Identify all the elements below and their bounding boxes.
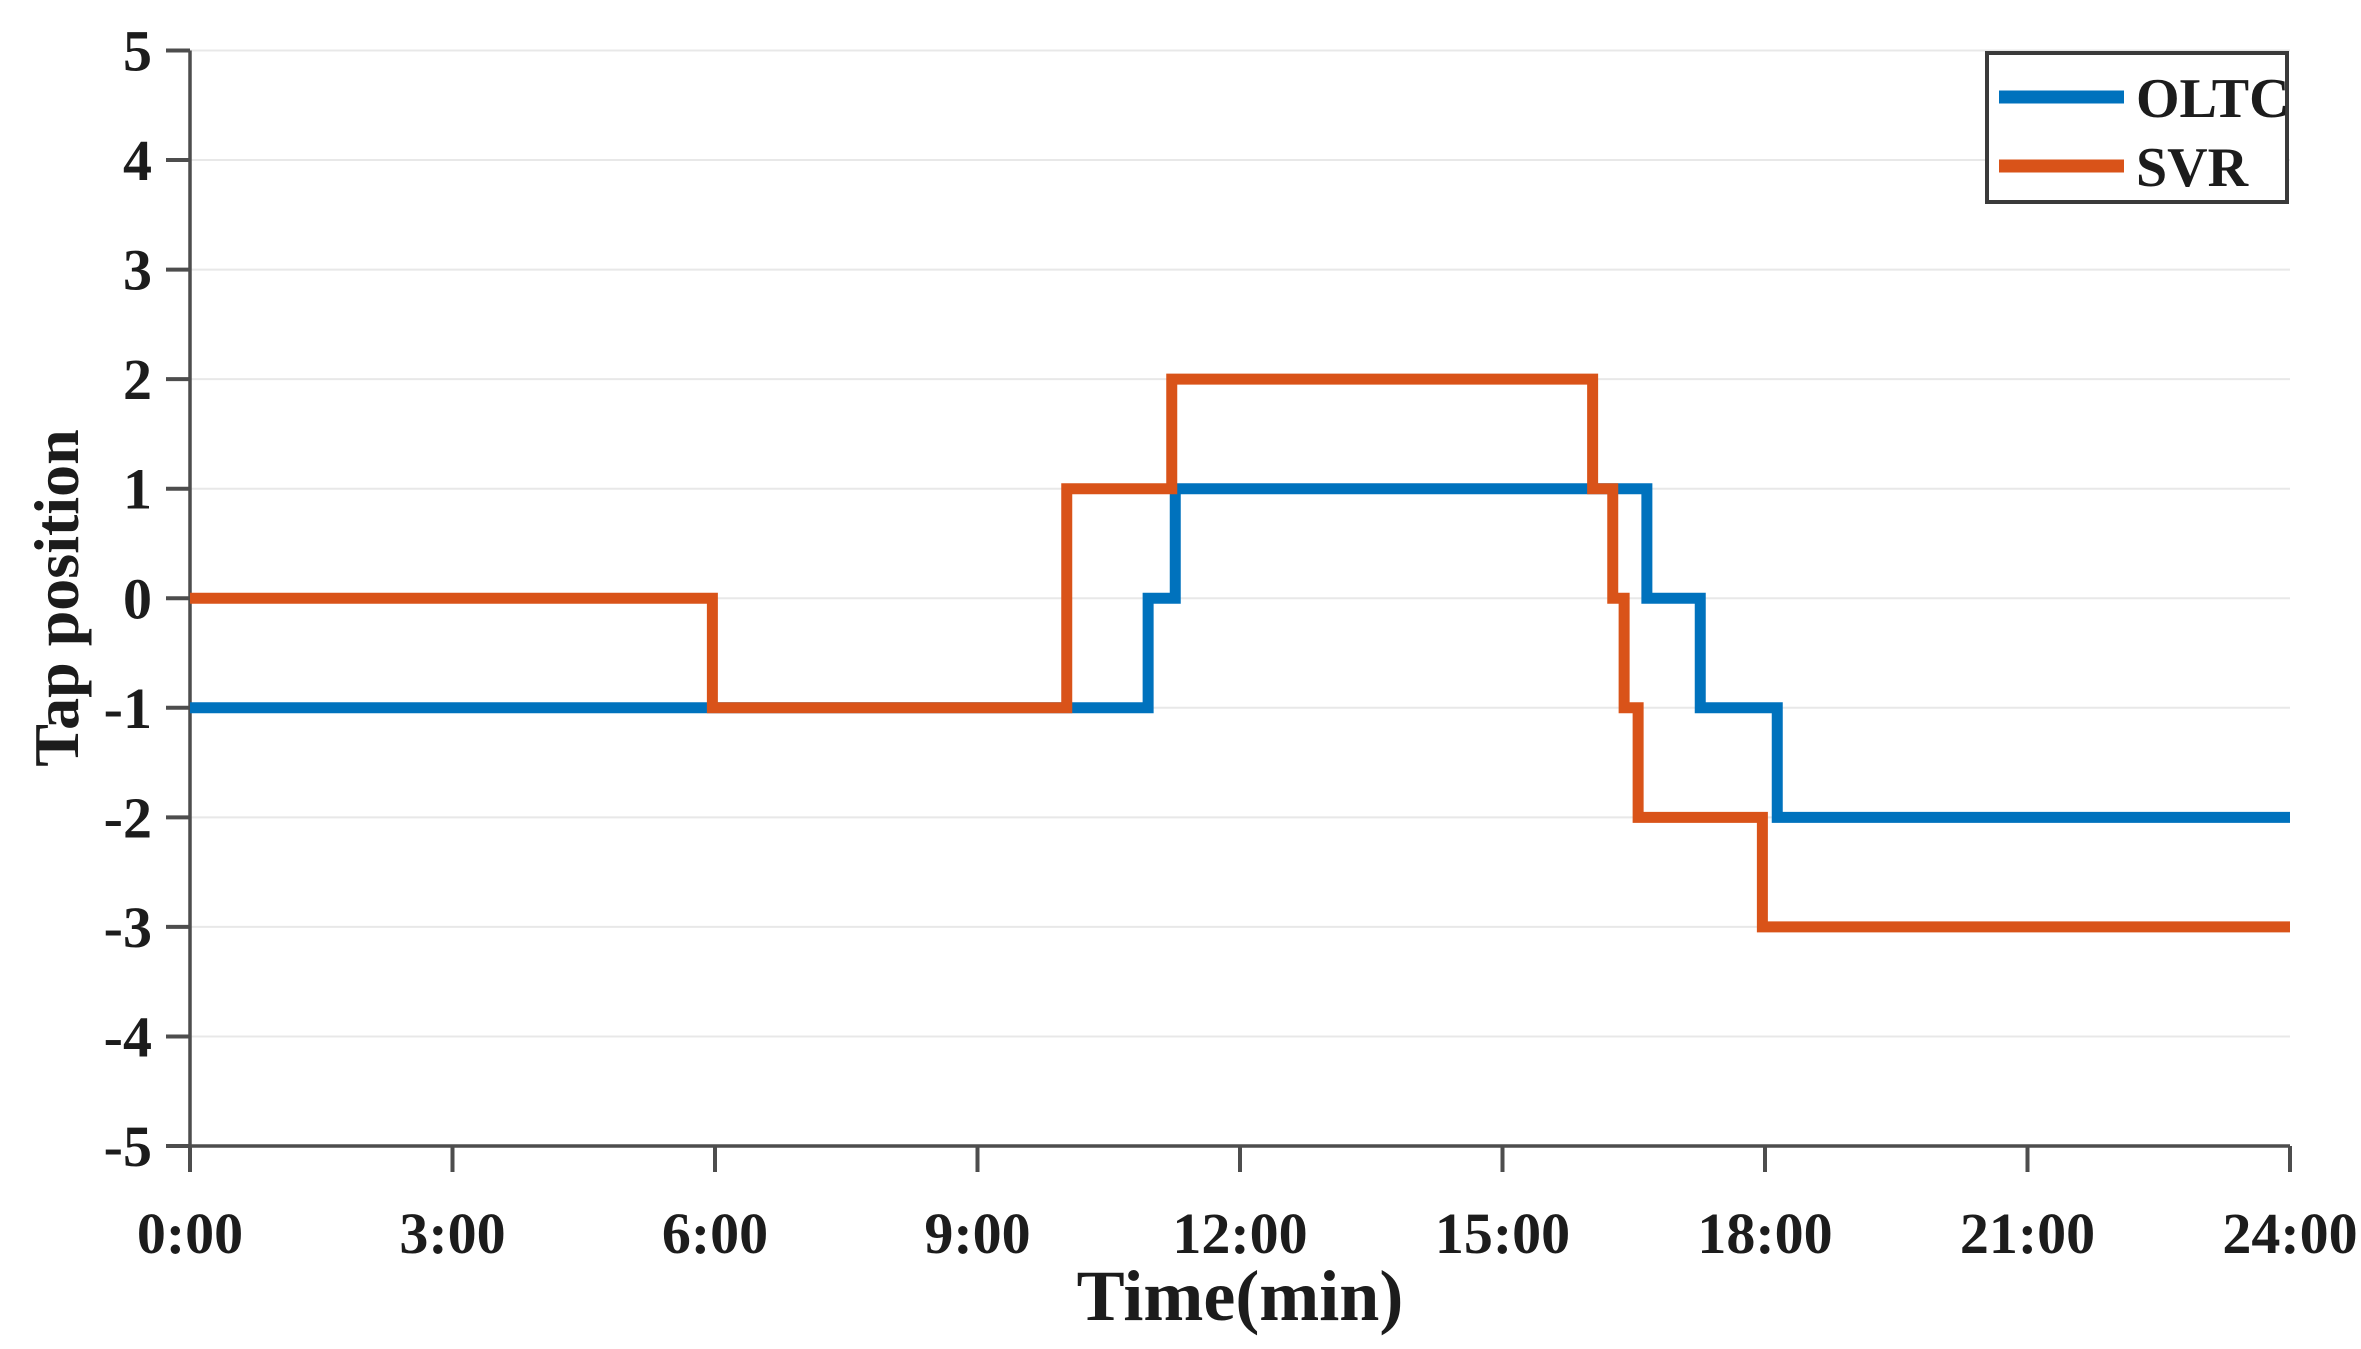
y-tick-label: -3 — [104, 895, 152, 960]
x-tick-label: 18:00 — [1697, 1201, 1832, 1266]
oltc-step-line — [190, 483, 2290, 823]
x-tick-label: 0:00 — [137, 1201, 243, 1266]
y-tick-label: 1 — [123, 457, 152, 522]
x-axis-title: Time(min) — [1077, 1256, 1404, 1336]
axes: 5 4 3 2 1 0 -1 -2 -3 -4 -5 0:00 3:00 6:00 9:00 12:00 15:… — [104, 19, 2358, 1267]
x-tick-label: 3:00 — [399, 1201, 505, 1266]
legend: OLTC SVR — [1985, 51, 2290, 204]
legend-svr-label: SVR — [2136, 137, 2249, 199]
y-tick-label: -5 — [104, 1114, 152, 1179]
x-tick-label: 24:00 — [2222, 1201, 2357, 1266]
gridlines — [190, 49, 2290, 1038]
y-tick-label: 2 — [123, 347, 152, 412]
y-axis-title: Tap position — [21, 429, 92, 766]
legend-box — [1985, 51, 2289, 204]
y-tick-label: -2 — [104, 785, 152, 850]
y-tick-label: -1 — [104, 676, 152, 741]
y-tick-label: 5 — [123, 19, 152, 84]
svr-step-line — [190, 373, 2290, 933]
y-tick-label: 4 — [123, 128, 152, 193]
legend-oltc-label: OLTC — [2136, 68, 2290, 130]
x-tick-label: 12:00 — [1172, 1201, 1307, 1266]
x-tick-label: 9:00 — [924, 1201, 1030, 1266]
y-tick-label: 0 — [123, 566, 152, 631]
x-tick-label: 21:00 — [1960, 1201, 2095, 1266]
x-tick-label: 6:00 — [662, 1201, 768, 1266]
series-lines — [190, 373, 2290, 933]
y-tick-label: -4 — [104, 1004, 152, 1069]
x-tick-label: 15:00 — [1435, 1201, 1570, 1266]
y-tick-label: 3 — [123, 238, 152, 303]
